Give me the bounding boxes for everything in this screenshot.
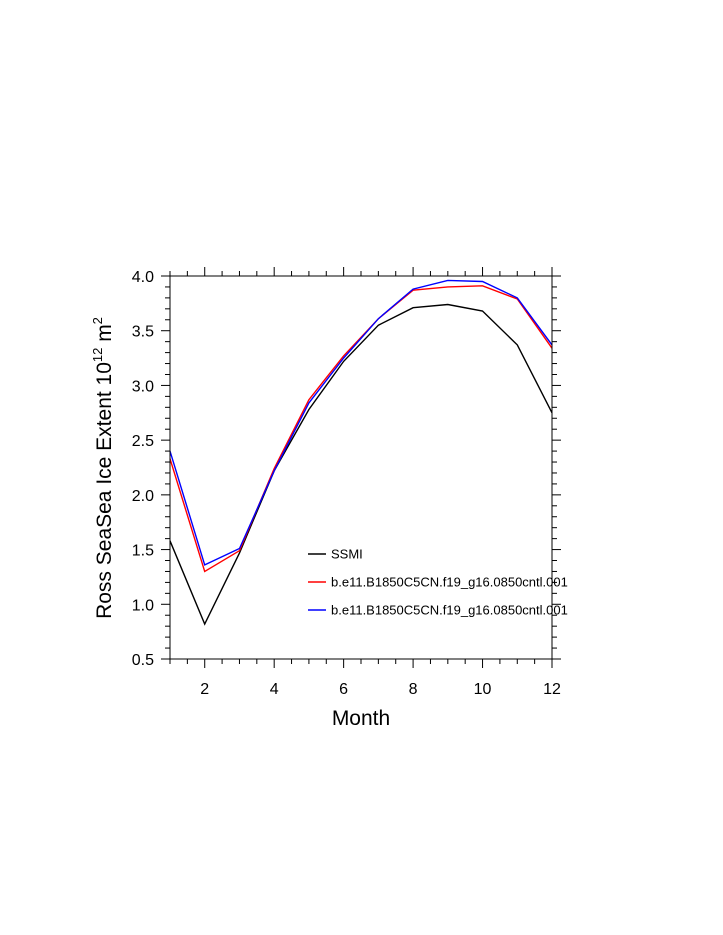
- legend-item: SSMI: [308, 547, 363, 562]
- legend-label: b.e11.B1850C5CN.f19_g16.0850cntl.001: [331, 603, 568, 618]
- y-axis-title-unit-exponent: 2: [90, 317, 105, 324]
- x-axis-title: Month: [332, 707, 390, 730]
- series-line-2: [169, 285, 553, 573]
- x-tick-label: 6: [339, 681, 348, 698]
- x-tick-label: 2: [200, 681, 209, 698]
- y-tick-label: 1.0: [132, 597, 154, 614]
- x-tick-labels: 2 4 6 8 10 12: [200, 681, 561, 698]
- x-tick-label: 12: [543, 681, 561, 698]
- x-tick-label: 8: [409, 681, 418, 698]
- legend-item: b.e11.B1850C5CN.f19_g16.0850cntl.001: [308, 603, 568, 618]
- legend-item: b.e11.B1850C5CN.f19_g16.0850cntl.001: [308, 575, 568, 590]
- legend-label: b.e11.B1850C5CN.f19_g16.0850cntl.001: [331, 575, 568, 590]
- y-tick-label: 2.0: [132, 488, 154, 505]
- series-line-1: [169, 303, 553, 626]
- legend-label: SSMI: [331, 547, 363, 562]
- minor-ticks: [165, 271, 557, 664]
- y-axis-title: Ross SeaSea Ice Extent 1012 m2: [90, 317, 116, 619]
- x-tick-label: 4: [270, 681, 279, 698]
- y-tick-label: 1.5: [132, 543, 154, 560]
- x-tick-label: 10: [474, 681, 492, 698]
- series-line-3: [169, 279, 553, 566]
- y-tick-label: 3.0: [132, 378, 154, 395]
- y-axis-title-exponent: 12: [90, 348, 105, 362]
- legend: SSMI b.e11.B1850C5CN.f19_g16.0850cntl.001…: [308, 547, 568, 618]
- y-tick-label: 2.5: [132, 433, 154, 450]
- y-axis-title-prefix: Ross SeaSea Ice Extent 10: [93, 362, 116, 619]
- series-lines: [169, 279, 553, 626]
- y-tick-label: 3.5: [132, 324, 154, 341]
- plot-frame: [169, 275, 553, 660]
- y-tick-label: 4.0: [132, 269, 154, 286]
- y-axis-title-unit: m: [93, 324, 116, 347]
- y-tick-label: 0.5: [132, 652, 154, 669]
- major-ticks: [161, 267, 561, 668]
- y-tick-labels: 0.5 1.0 1.5 2.0 2.5 3.0 3.5 4.0: [132, 269, 154, 669]
